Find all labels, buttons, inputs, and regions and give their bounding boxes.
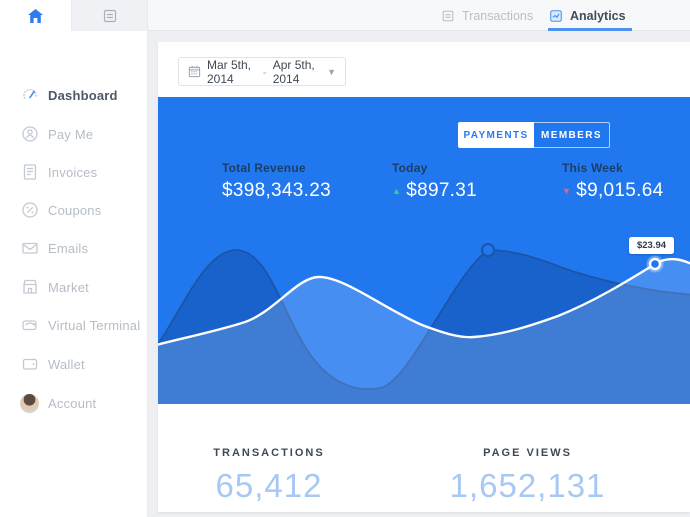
notes-button[interactable] bbox=[72, 0, 148, 31]
stat-value: ▼ $9,015.64 bbox=[562, 180, 664, 201]
sidebar-item-wallet[interactable]: Wallet bbox=[0, 352, 148, 376]
sidebar-label-invoices: Invoices bbox=[48, 164, 98, 180]
sidebar-item-emails[interactable]: Emails bbox=[0, 236, 148, 260]
sidebar-label-account: Account bbox=[48, 395, 97, 411]
person-circle-icon bbox=[20, 125, 39, 144]
date-range-picker[interactable]: Mar 5th, 2014 - Apr 5th, 2014 ▼ bbox=[178, 57, 346, 86]
sidebar-label-pay-me: Pay Me bbox=[48, 126, 94, 142]
analytics-card: Mar 5th, 2014 - Apr 5th, 2014 ▼ PAYMENTS… bbox=[158, 42, 690, 512]
page-views-stat: PAGE VIEWS 1,652,131 bbox=[380, 447, 675, 505]
chart-tooltip: $23.94 bbox=[629, 237, 674, 254]
avatar bbox=[20, 393, 39, 413]
date-range-separator: - bbox=[262, 64, 267, 79]
sidebar-item-virtual-terminal[interactable]: Virtual Terminal bbox=[0, 313, 148, 337]
transactions-stat-value: 65,412 bbox=[215, 467, 323, 504]
stat-value: $398,343.23 bbox=[222, 180, 331, 201]
stat-label: This Week bbox=[562, 161, 623, 175]
payments-toggle-button[interactable]: PAYMENTS bbox=[458, 122, 534, 148]
dark-series-marker[interactable] bbox=[481, 243, 495, 257]
home-button[interactable] bbox=[0, 0, 72, 31]
gauge-icon bbox=[20, 86, 39, 105]
card-swipe-icon bbox=[20, 316, 39, 335]
area-chart[interactable] bbox=[158, 210, 690, 404]
members-toggle-button[interactable]: MEMBERS bbox=[534, 122, 610, 148]
transactions-icon bbox=[441, 9, 455, 23]
dark-series-area bbox=[158, 249, 690, 404]
sidebar-nav: Dashboard Pay Me Invoices bbox=[0, 31, 148, 517]
calendar-icon bbox=[188, 65, 201, 78]
transactions-stat-label: TRANSACTIONS bbox=[213, 447, 325, 459]
stat-today: Today ▲ $897.31 bbox=[392, 161, 477, 202]
sidebar-item-dashboard[interactable]: Dashboard bbox=[0, 83, 148, 107]
sidebar-label-virtual-terminal: Virtual Terminal bbox=[48, 317, 141, 333]
sidebar-label-emails: Emails bbox=[48, 240, 89, 256]
page-views-stat-label: PAGE VIEWS bbox=[483, 447, 572, 459]
tab-transactions-label: Transactions bbox=[462, 8, 534, 23]
date-range-end: Apr 5th, 2014 bbox=[272, 57, 315, 86]
wallet-icon bbox=[20, 355, 39, 374]
date-range-start: Mar 5th, 2014 bbox=[207, 57, 252, 86]
analytics-icon bbox=[549, 9, 563, 23]
page-views-stat-value: 1,652,131 bbox=[449, 467, 606, 504]
sidebar-item-market[interactable]: Market bbox=[0, 275, 148, 299]
stat-value: ▲ $897.31 bbox=[392, 180, 477, 201]
trend-up-icon: ▲ bbox=[392, 185, 402, 196]
sidebar-label-dashboard: Dashboard bbox=[48, 87, 118, 103]
trend-down-icon: ▼ bbox=[562, 185, 572, 196]
sidebar-item-coupons[interactable]: Coupons bbox=[0, 198, 148, 222]
percent-circle-icon bbox=[20, 201, 39, 220]
sidebar-item-invoices[interactable]: Invoices bbox=[0, 160, 148, 184]
payments-chart-panel: PAYMENTS MEMBERS Total Revenue $398,343.… bbox=[158, 97, 690, 404]
stat-label: Total Revenue bbox=[222, 161, 306, 175]
sidebar-label-market: Market bbox=[48, 279, 89, 295]
tab-analytics-label: Analytics bbox=[570, 8, 626, 23]
stat-total-revenue: Total Revenue $398,343.23 bbox=[222, 161, 331, 202]
stat-this-week: This Week ▼ $9,015.64 bbox=[562, 161, 663, 202]
sidebar-label-wallet: Wallet bbox=[48, 356, 85, 372]
notes-icon bbox=[102, 8, 118, 24]
payments-members-toggle: PAYMENTS MEMBERS bbox=[458, 122, 610, 148]
tab-transactions[interactable]: Transactions bbox=[441, 0, 533, 31]
home-icon bbox=[27, 8, 44, 24]
envelope-icon bbox=[20, 239, 39, 258]
active-tab-underline bbox=[548, 28, 632, 31]
invoice-icon bbox=[20, 163, 39, 182]
light-series-marker[interactable] bbox=[648, 257, 662, 271]
sidebar-item-pay-me[interactable]: Pay Me bbox=[0, 122, 148, 146]
stat-label: Today bbox=[392, 161, 428, 175]
sidebar-label-coupons: Coupons bbox=[48, 202, 102, 218]
transactions-stat: TRANSACTIONS 65,412 bbox=[158, 447, 380, 505]
top-bar: Transactions Analytics bbox=[0, 0, 690, 31]
storefront-icon bbox=[20, 278, 39, 297]
sidebar-item-account[interactable]: Account bbox=[0, 391, 148, 415]
chevron-down-icon: ▼ bbox=[327, 66, 336, 77]
tab-analytics[interactable]: Analytics bbox=[549, 0, 626, 31]
